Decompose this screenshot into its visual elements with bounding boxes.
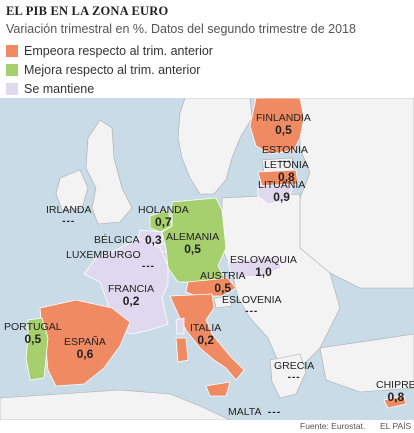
country-value: ---	[278, 156, 292, 167]
country-name: ITALIA	[190, 322, 222, 334]
country-name: FRANCIA	[108, 283, 155, 295]
country-name: LUXEMBURGO	[66, 249, 141, 261]
country-value: 0,7	[155, 215, 172, 229]
label-alemania: ALEMANIA 0,5	[166, 231, 219, 255]
label-chipre: CHIPRE 0,8	[376, 379, 414, 403]
country-italia	[169, 293, 245, 381]
label-eslovaquia: ESLOVAQUIA 1,0	[230, 254, 297, 278]
country-value: 1,0	[255, 265, 272, 279]
country-value: 0,8	[278, 170, 295, 184]
map-subtitle: Variación trimestral en %. Datos del seg…	[6, 22, 356, 36]
country-name: LITUANIA	[258, 179, 306, 191]
label-espana: ESPAÑA 0,6	[64, 336, 106, 360]
country-name: ESPAÑA	[64, 336, 106, 348]
country-name: CHIPRE	[376, 379, 414, 391]
country-letonia	[257, 169, 299, 187]
country-holanda	[149, 209, 173, 233]
country-austria	[185, 277, 237, 297]
label-finlandia: FINLANDIA 0,5	[256, 112, 311, 136]
label-austria: AUSTRIA 0,5	[200, 270, 246, 294]
country-ireland	[55, 169, 89, 211]
country-francia-corsica	[175, 317, 185, 335]
label-luxemburgo-value: ---	[142, 261, 155, 273]
country-grecia	[269, 353, 307, 399]
label-lituania: LITUANIA 0,9	[258, 179, 305, 203]
country-value: 0,3	[145, 233, 162, 247]
country-value: ---	[267, 406, 282, 418]
country-eslovaquia	[227, 255, 283, 279]
legend: Empeora respecto al trim. anterior Mejor…	[6, 41, 213, 98]
country-name: PORTUGAL	[4, 321, 62, 333]
europe-map	[0, 98, 414, 420]
legend-label-same: Se mantiene	[24, 81, 95, 96]
label-holanda: HOLANDA 0,7	[138, 204, 189, 228]
country-name: FINLANDIA	[256, 112, 311, 124]
country-value: ---	[287, 372, 301, 383]
label-irlanda: IRLANDA ---	[46, 204, 92, 228]
country-name: BÉLGICA	[94, 234, 140, 246]
country-name: HOLANDA	[138, 204, 189, 216]
label-letonia: LETONIA 0,8	[264, 159, 309, 183]
country-value: 0,5	[214, 281, 232, 295]
country-value: 0,2	[197, 333, 214, 347]
country-name: ESTONIA	[262, 144, 308, 156]
label-luxemburgo: LUXEMBURGO	[66, 249, 141, 261]
country-italia-sicily	[205, 381, 231, 397]
legend-swatch-same	[6, 82, 18, 95]
legend-label-better: Mejora respecto al trim. anterior	[24, 62, 201, 77]
source-note: Fuente: Eurostat.	[300, 421, 366, 431]
country-name: GRECIA	[274, 360, 315, 372]
label-belgica: BÉLGICA	[94, 234, 140, 246]
label-grecia: GRECIA ---	[274, 360, 314, 384]
country-value: 0,5	[184, 242, 201, 256]
country-name: IRLANDA	[46, 204, 92, 216]
label-francia: FRANCIA 0,2	[108, 283, 154, 307]
legend-item-better: Mejora respecto al trim. anterior	[6, 60, 213, 79]
country-value: ---	[245, 306, 259, 317]
country-finlandia	[249, 98, 305, 155]
country-uk	[85, 119, 133, 225]
label-portugal: PORTUGAL 0,5	[4, 321, 62, 345]
legend-label-worse: Empeora respecto al trim. anterior	[24, 43, 213, 58]
label-malta: MALTA ---	[228, 406, 281, 418]
country-eslovenia	[213, 295, 233, 309]
country-portugal	[25, 317, 49, 381]
country-chipre	[383, 395, 407, 409]
country-name: MALTA	[228, 406, 261, 418]
label-estonia: ESTONIA ---	[262, 144, 308, 168]
legend-swatch-better	[6, 63, 18, 76]
country-value: ---	[142, 261, 155, 272]
country-francia	[83, 237, 169, 335]
country-turkey	[319, 333, 414, 393]
country-lituania	[257, 183, 293, 205]
country-north-africa	[0, 389, 231, 420]
label-italia: ITALIA 0,2	[190, 322, 221, 346]
country-italia-sardinia	[175, 337, 189, 363]
country-value: ---	[62, 216, 76, 227]
country-value: 0,2	[122, 294, 140, 308]
country-value: 0,9	[273, 190, 290, 204]
country-value: 0,8	[387, 390, 405, 404]
country-value: 0,5	[275, 123, 292, 137]
legend-item-worse: Empeora respecto al trim. anterior	[6, 41, 213, 60]
country-malta	[255, 406, 261, 412]
publisher-credit: EL PAÍS	[380, 421, 412, 431]
country-value: 0,6	[76, 347, 94, 361]
label-eslovenia: ESLOVENIA ---	[222, 294, 282, 318]
map-title: EL PIB EN LA ZONA EURO	[6, 4, 169, 18]
country-name: LETONIA	[264, 159, 309, 171]
legend-item-same: Se mantiene	[6, 79, 213, 98]
label-belgica-value: 0,3	[145, 234, 162, 246]
country-name: AUSTRIA	[200, 270, 246, 282]
country-name: ESLOVAQUIA	[230, 254, 297, 266]
country-value: 0,5	[24, 332, 42, 346]
country-name: ALEMANIA	[166, 231, 220, 243]
legend-swatch-worse	[6, 44, 18, 57]
country-name: ESLOVENIA	[222, 294, 282, 306]
